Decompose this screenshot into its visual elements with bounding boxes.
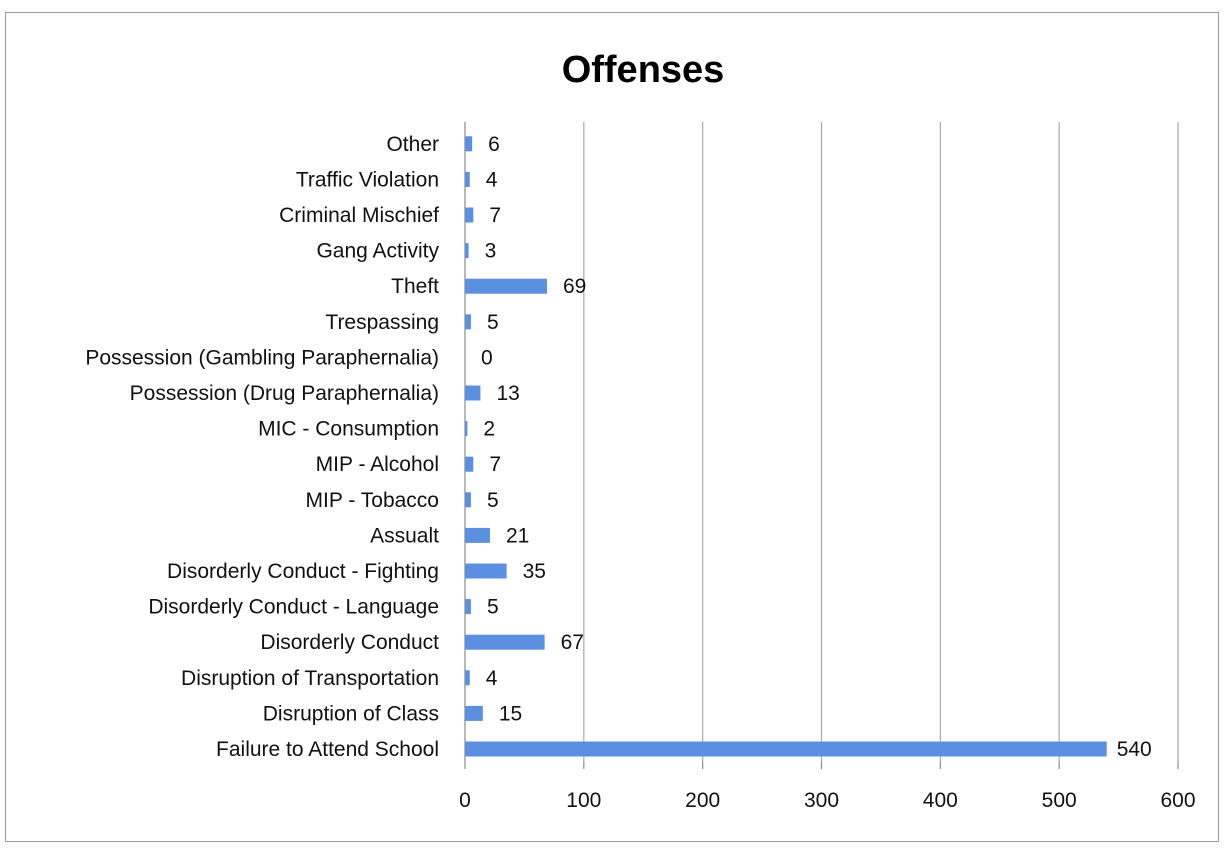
bar (465, 527, 490, 543)
bar (465, 670, 470, 686)
data-label: 6 (488, 133, 500, 156)
category-label: Theft (391, 275, 439, 298)
category-label: Possession (Gambling Paraphernalia) (85, 346, 439, 369)
category-label: Disorderly Conduct (260, 631, 439, 654)
bar (465, 421, 468, 437)
category-label: Assualt (370, 524, 439, 547)
x-tick-label: 400 (923, 789, 958, 812)
data-label: 5 (487, 311, 499, 334)
category-label: Criminal Mischief (279, 204, 439, 227)
data-label: 69 (563, 275, 586, 298)
data-label: 67 (561, 631, 584, 654)
data-label: 3 (485, 240, 497, 263)
data-label: 13 (496, 382, 519, 405)
x-axis-ticks: 0 100 200 300 400 500 600 (459, 789, 1195, 812)
bar (465, 385, 481, 401)
data-label: 0 (481, 346, 493, 369)
bar (465, 634, 545, 650)
bar (465, 741, 1107, 757)
bar (465, 278, 547, 294)
bar (465, 207, 474, 223)
bar (465, 563, 507, 579)
x-tick-label: 200 (685, 789, 720, 812)
data-label: 21 (506, 524, 529, 547)
data-label: 5 (487, 489, 499, 512)
data-label: 4 (486, 667, 498, 690)
category-label: Failure to Attend School (216, 738, 439, 761)
data-label: 4 (486, 168, 498, 191)
bar (465, 705, 483, 721)
category-label: MIP - Tobacco (306, 489, 439, 512)
bars (465, 136, 1107, 757)
category-label: MIC - Consumption (258, 418, 439, 441)
category-label: Trespassing (325, 311, 439, 334)
bar (465, 171, 470, 187)
data-label: 15 (499, 702, 522, 725)
bar (465, 136, 473, 152)
data-label: 2 (483, 418, 495, 441)
data-label: 5 (487, 596, 499, 619)
category-label: MIP - Alcohol (316, 453, 439, 476)
data-label: 7 (489, 453, 501, 476)
data-label: 7 (489, 204, 501, 227)
category-labels: Other Traffic Violation Criminal Mischief G… (85, 133, 439, 761)
bar (465, 599, 471, 615)
chart-frame (5, 12, 1219, 842)
x-tick-label: 300 (804, 789, 839, 812)
bar (465, 456, 474, 472)
x-tick-label: 600 (1160, 789, 1195, 812)
x-tick-label: 0 (459, 789, 471, 812)
gridlines (464, 122, 1179, 769)
category-label: Disorderly Conduct - Language (148, 596, 439, 619)
category-label: Possession (Drug Paraphernalia) (130, 382, 439, 405)
data-label: 35 (523, 560, 546, 583)
x-tick-label: 100 (566, 789, 601, 812)
bar (465, 492, 471, 508)
chart-title: Offenses (562, 49, 725, 91)
category-label: Other (386, 133, 439, 156)
category-label: Disruption of Class (263, 702, 439, 725)
data-label: 540 (1117, 738, 1152, 761)
x-tick-label: 500 (1042, 789, 1077, 812)
bar (465, 243, 469, 259)
category-label: Traffic Violation (296, 168, 439, 191)
category-label: Disruption of Transportation (181, 667, 439, 690)
category-label: Gang Activity (316, 240, 439, 263)
category-label: Disorderly Conduct - Fighting (167, 560, 439, 583)
bar (465, 314, 471, 330)
